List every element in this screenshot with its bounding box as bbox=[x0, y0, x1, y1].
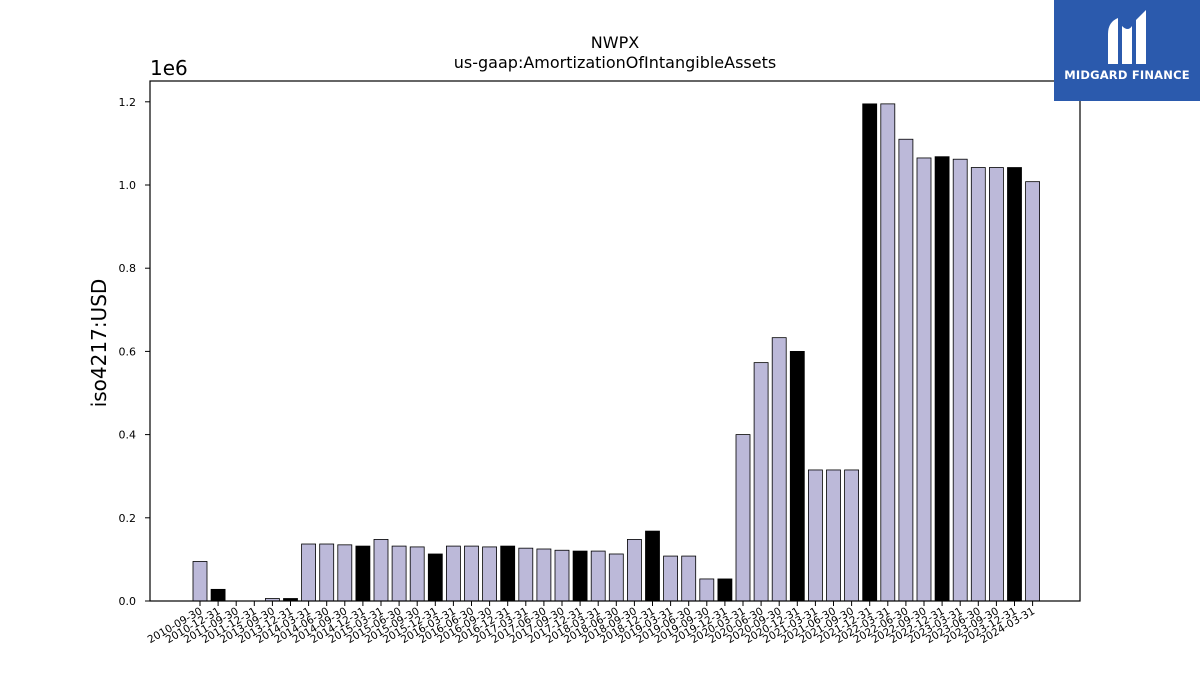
bar-2023-06-30 bbox=[970, 167, 986, 602]
bar-2023-03-31 bbox=[952, 158, 968, 602]
bar-2015-03-31 bbox=[373, 539, 389, 602]
bar-2017-09-30 bbox=[554, 549, 570, 602]
midgard-finance-logo: MIDGARD FINANCE bbox=[1054, 0, 1200, 101]
y-tick-label: 1.0 bbox=[119, 179, 137, 192]
bar-2020-09-30 bbox=[771, 337, 787, 602]
bar-2010-12-31 bbox=[210, 588, 226, 602]
logo-text: MIDGARD FINANCE bbox=[1064, 68, 1190, 82]
bar-2021-09-30 bbox=[844, 469, 859, 602]
y-tick-label: 0.4 bbox=[119, 429, 137, 442]
bar-2015-09-30 bbox=[409, 546, 425, 602]
bar-2021-06-30 bbox=[826, 469, 841, 602]
bar-2019-03-31 bbox=[663, 555, 678, 602]
y-tick-label: 0.6 bbox=[119, 345, 137, 358]
plot-frame bbox=[149, 80, 1081, 602]
bars-group bbox=[192, 103, 1040, 602]
bar-2016-06-30 bbox=[464, 545, 479, 602]
bar-2017-12-31 bbox=[572, 550, 588, 602]
bar-2017-03-31 bbox=[518, 547, 534, 602]
bar-2023-12-31 bbox=[1007, 167, 1022, 602]
bar-2020-12-31 bbox=[789, 350, 805, 602]
chart-title: NWPX bbox=[591, 33, 639, 52]
bar-2015-12-31 bbox=[427, 553, 443, 602]
bar-2019-06-30 bbox=[681, 555, 697, 602]
bar-2019-12-31 bbox=[717, 578, 733, 602]
midgard-logo-icon bbox=[1108, 10, 1146, 64]
bar-2014-03-31 bbox=[301, 543, 317, 602]
bar-2014-12-31 bbox=[355, 545, 371, 602]
bar-2022-12-31 bbox=[934, 156, 950, 602]
y-tick-label: 0.0 bbox=[119, 595, 137, 608]
y-tick-label: 0.8 bbox=[119, 262, 137, 275]
bar-2010-09-30 bbox=[192, 561, 208, 602]
bar-2020-06-30 bbox=[753, 362, 769, 602]
y-axis-label: iso4217:USD bbox=[87, 279, 111, 408]
bar-2014-09-30 bbox=[337, 544, 353, 602]
y-tick-label: 0.2 bbox=[119, 512, 137, 525]
bar-2015-06-30 bbox=[391, 545, 407, 602]
y-multiplier-label: 1e6 bbox=[150, 56, 188, 80]
bar-2016-03-31 bbox=[445, 545, 461, 602]
bar-2020-03-31 bbox=[735, 434, 751, 602]
bar-2016-12-31 bbox=[500, 545, 516, 602]
bar-2016-09-30 bbox=[482, 546, 498, 602]
bar-2019-09-30 bbox=[699, 578, 715, 602]
y-axis: 0.0 0.2 0.4 0.6 0.8 1.0 1.2 bbox=[119, 96, 150, 608]
chart-subtitle: us-gaap:AmortizationOfIntangibleAssets bbox=[454, 53, 776, 72]
bar-2024-03-31 bbox=[1025, 181, 1040, 602]
bar-2018-09-30 bbox=[627, 539, 642, 602]
bar-2014-06-30 bbox=[319, 543, 335, 602]
bar-2018-03-31 bbox=[590, 550, 606, 602]
bar-2018-12-31 bbox=[645, 530, 660, 602]
x-axis: 2010-09-302010-12-312011-09-302011-12-31… bbox=[146, 601, 1037, 646]
y-tick-label: 1.2 bbox=[119, 96, 137, 109]
bar-2021-03-31 bbox=[808, 469, 823, 602]
bar-2022-09-30 bbox=[916, 157, 932, 602]
bar-2022-03-31 bbox=[880, 103, 896, 602]
bar-2023-09-30 bbox=[989, 167, 1004, 602]
bar-2017-06-30 bbox=[536, 548, 552, 602]
bar-2022-06-30 bbox=[898, 138, 914, 602]
bar-2018-06-30 bbox=[608, 553, 624, 602]
bar-2021-12-31 bbox=[862, 103, 878, 602]
